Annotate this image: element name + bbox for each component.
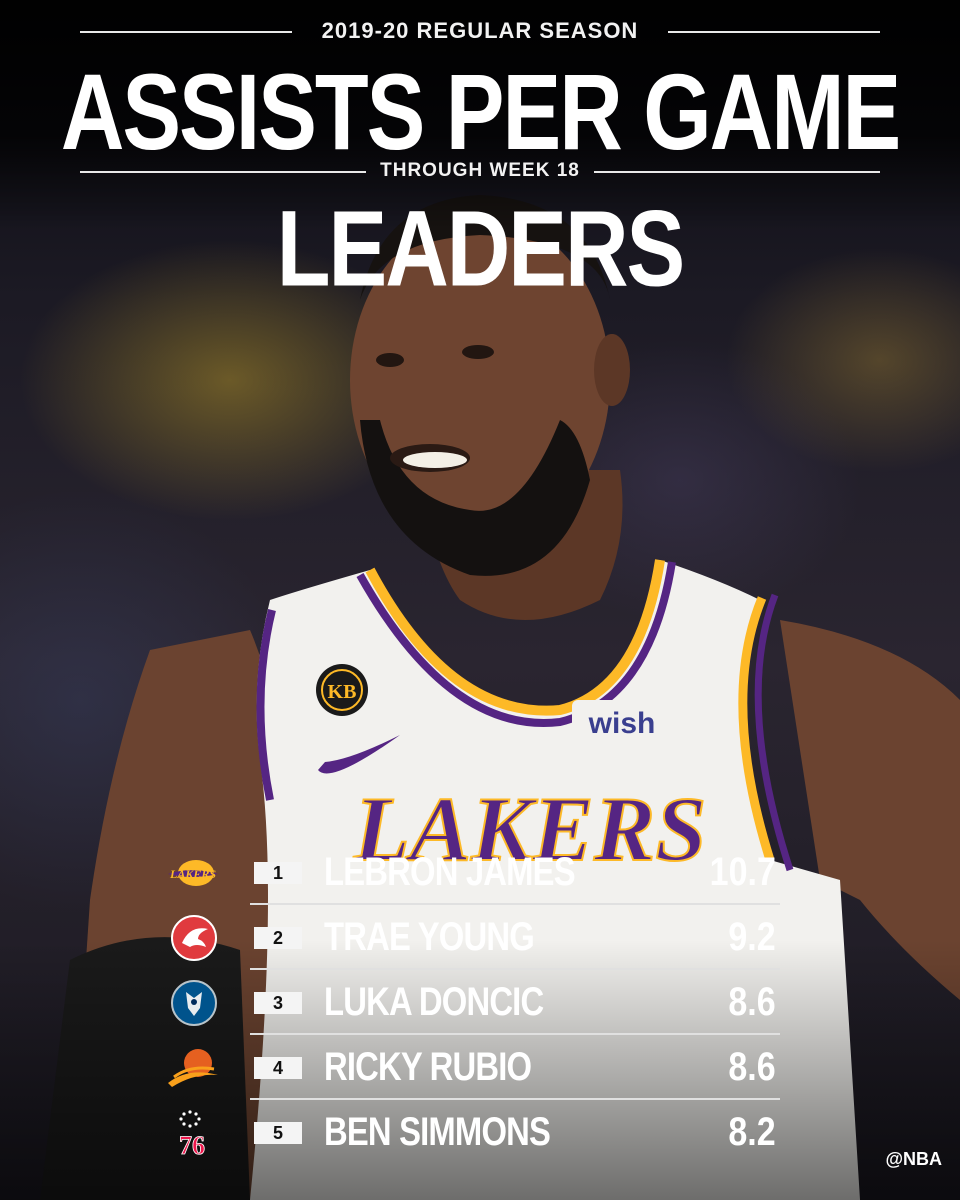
sixers-logo-icon: 76: [179, 1110, 205, 1158]
row-divider: [250, 1033, 780, 1035]
assists-value: 8.2: [728, 1110, 776, 1154]
lakers-logo-icon: LAKERS: [168, 860, 218, 886]
leader-row: 3 LUKA DONCIC 8.6: [160, 970, 780, 1035]
sponsor-text: wish: [588, 707, 656, 740]
divider-right-bottom: [594, 171, 880, 173]
hawks-logo-icon: [171, 915, 217, 961]
divider-left-bottom: [80, 171, 366, 173]
player-name: BEN SIMMONS: [324, 1110, 551, 1154]
subtitle: THROUGH WEEK 18: [380, 160, 580, 181]
player-name: LEBRON JAMES: [324, 850, 576, 894]
assists-value: 8.6: [728, 1045, 776, 1089]
suns-logo-icon: [168, 1049, 218, 1087]
leader-row: LAKERS 1 LEBRON JAMES 10.7: [160, 840, 780, 905]
rank-badge: 1: [254, 862, 302, 884]
row-divider: [250, 903, 780, 905]
leader-row: 4 RICKY RUBIO 8.6: [160, 1035, 780, 1100]
player-name: LUKA DONCIC: [324, 980, 544, 1024]
nba-handle: @NBA: [885, 1149, 942, 1169]
row-divider: [250, 968, 780, 970]
rank-badge: 4: [254, 1057, 302, 1079]
kb-patch-text: KB: [328, 681, 357, 703]
rank-badge: 5: [254, 1122, 302, 1144]
divider-left-top: [80, 31, 292, 33]
player-name: RICKY RUBIO: [324, 1045, 532, 1089]
season-label: 2019-20 REGULAR SEASON: [321, 18, 639, 43]
assists-value: 8.6: [728, 980, 776, 1024]
footer-fade: [0, 940, 960, 1200]
divider-right-top: [668, 31, 880, 33]
sixers-logo-text: 76: [179, 1131, 205, 1158]
row-divider: [250, 1098, 780, 1100]
rank-badge: 2: [254, 927, 302, 949]
header: 2019-20 REGULAR SEASON ASSISTS PER GAME …: [0, 0, 960, 309]
leader-row: 2 TRAE YOUNG 9.2: [160, 905, 780, 970]
leader-row: 76 5 BEN SIMMONS 8.2: [160, 1100, 780, 1165]
assists-value: 10.7: [709, 850, 776, 894]
header-fade: [0, 0, 960, 230]
assists-value: 9.2: [728, 915, 776, 959]
rank-badge: 3: [254, 992, 302, 1014]
leaderboard: LAKERS 1 LEBRON JAMES 10.7 2 TRAE YOUNG …: [160, 840, 780, 1165]
player-name: TRAE YOUNG: [324, 915, 535, 959]
jersey-wordmark: LAKERS: [353, 778, 707, 880]
lakers-logo-text: LAKERS: [169, 867, 216, 881]
page-title: ASSISTS PER GAME LEADERS: [60, 51, 901, 309]
mavericks-logo-icon: [171, 980, 217, 1026]
